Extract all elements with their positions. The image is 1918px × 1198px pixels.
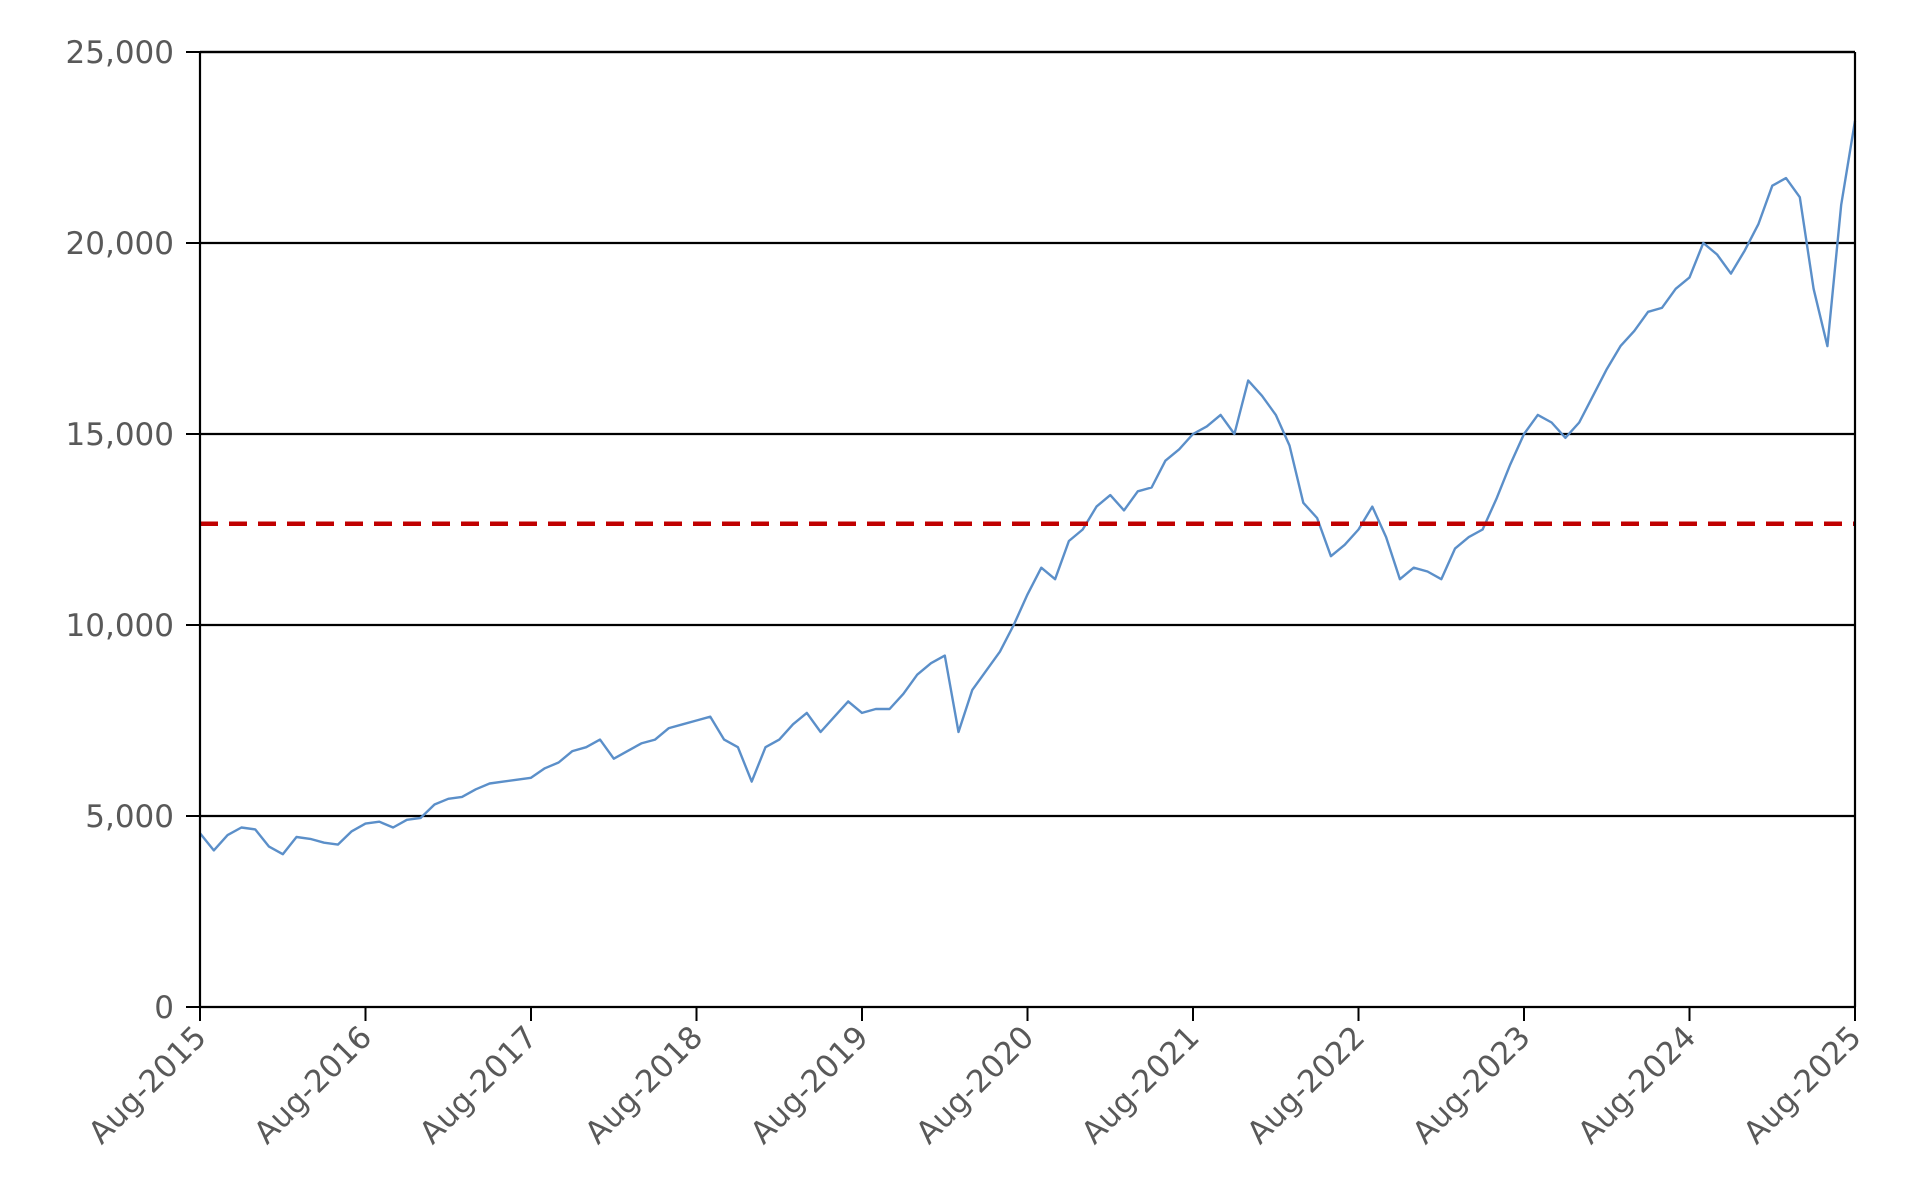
x-tick-label-8: Aug-2023 bbox=[1406, 1019, 1538, 1151]
x-tick-label-6: Aug-2021 bbox=[1075, 1019, 1207, 1151]
plot-frame bbox=[198, 50, 1857, 1007]
y-tick-label-0: 0 bbox=[154, 990, 174, 1026]
x-tick-label-7: Aug-2022 bbox=[1240, 1019, 1372, 1151]
y-tick-label-2: 10,000 bbox=[66, 608, 174, 644]
y-tick-label-4: 20,000 bbox=[66, 226, 174, 262]
y-tick-label-3: 15,000 bbox=[66, 417, 174, 453]
plot-area bbox=[199, 120, 1857, 856]
x-tick-label-2: Aug-2017 bbox=[413, 1019, 545, 1151]
series-line-0 bbox=[199, 120, 1857, 856]
x-tick-label-1: Aug-2016 bbox=[247, 1019, 379, 1151]
y-axis-tick-labels: 0 5,000 10,000 15,000 20,000 25,000 bbox=[66, 35, 200, 1026]
x-tick-label-4: Aug-2019 bbox=[744, 1019, 876, 1151]
x-tick-label-10: Aug-2025 bbox=[1737, 1019, 1869, 1151]
x-tick-label-9: Aug-2024 bbox=[1571, 1019, 1703, 1151]
x-tick-label-5: Aug-2020 bbox=[909, 1019, 1041, 1151]
y-tick-label-5: 25,000 bbox=[66, 35, 174, 71]
y-tick-label-1: 5,000 bbox=[85, 799, 174, 835]
x-tick-label-3: Aug-2018 bbox=[578, 1019, 710, 1151]
x-axis: Aug-2015 Aug-2016 Aug-2017 Aug-2018 Aug-2019… bbox=[82, 1005, 1869, 1151]
x-tick-label-0: Aug-2015 bbox=[82, 1019, 214, 1151]
gridlines bbox=[200, 50, 1855, 818]
